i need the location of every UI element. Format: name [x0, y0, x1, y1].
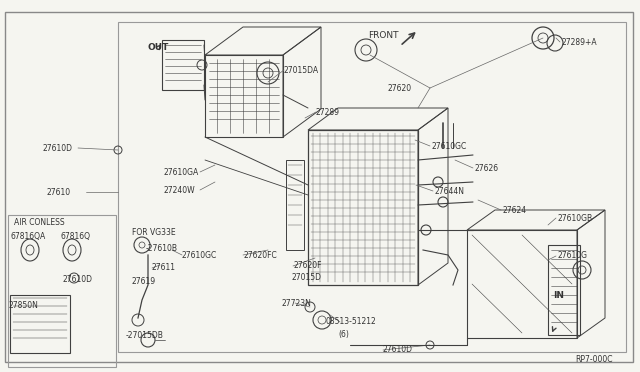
Text: 27611: 27611: [152, 263, 176, 273]
Text: 27610GA: 27610GA: [163, 167, 198, 176]
Text: 27610D: 27610D: [383, 346, 413, 355]
Text: 27015D: 27015D: [292, 273, 322, 282]
Text: 27620: 27620: [388, 83, 412, 93]
Bar: [308, 130, 418, 285]
Text: 08513-51212: 08513-51212: [326, 317, 377, 327]
Text: OUT: OUT: [148, 42, 170, 51]
Text: 27850N: 27850N: [8, 301, 38, 310]
Text: 27610GC: 27610GC: [182, 250, 217, 260]
Text: 27610G: 27610G: [558, 251, 588, 260]
Bar: [162, 40, 204, 90]
Bar: [10, 295, 70, 353]
Bar: [205, 55, 283, 137]
Bar: [118, 22, 626, 352]
Text: IN: IN: [553, 291, 564, 299]
Text: AIR CONLESS: AIR CONLESS: [14, 218, 65, 227]
Bar: [8, 215, 116, 367]
Text: 27619: 27619: [132, 276, 156, 285]
Text: (6): (6): [338, 330, 349, 339]
Text: 27620FC: 27620FC: [243, 250, 276, 260]
Text: 27289: 27289: [316, 108, 340, 116]
Text: -27015DB: -27015DB: [126, 330, 164, 340]
Text: 27644N: 27644N: [435, 186, 465, 196]
Text: 27289+A: 27289+A: [562, 38, 598, 46]
Text: 27723N: 27723N: [282, 298, 312, 308]
Text: 27610GB: 27610GB: [558, 214, 593, 222]
Bar: [548, 245, 580, 335]
Text: 27610: 27610: [46, 187, 70, 196]
Text: RP7-000C: RP7-000C: [575, 356, 612, 365]
Bar: [467, 230, 577, 338]
Bar: [286, 160, 304, 250]
Text: 67816QA: 67816QA: [10, 231, 45, 241]
Text: 67816Q: 67816Q: [60, 231, 90, 241]
Text: 27620F: 27620F: [294, 262, 323, 270]
Text: 27240W: 27240W: [163, 186, 195, 195]
Text: -27610B: -27610B: [146, 244, 178, 253]
Text: 27626: 27626: [475, 164, 499, 173]
Text: 27610D: 27610D: [62, 276, 92, 285]
Text: 27015DA: 27015DA: [284, 65, 319, 74]
Text: 27610GC: 27610GC: [432, 141, 467, 151]
Text: FOR VG33E: FOR VG33E: [132, 228, 175, 237]
Text: 27624: 27624: [503, 205, 527, 215]
Text: 27610D: 27610D: [42, 144, 72, 153]
Text: FRONT: FRONT: [368, 31, 399, 39]
